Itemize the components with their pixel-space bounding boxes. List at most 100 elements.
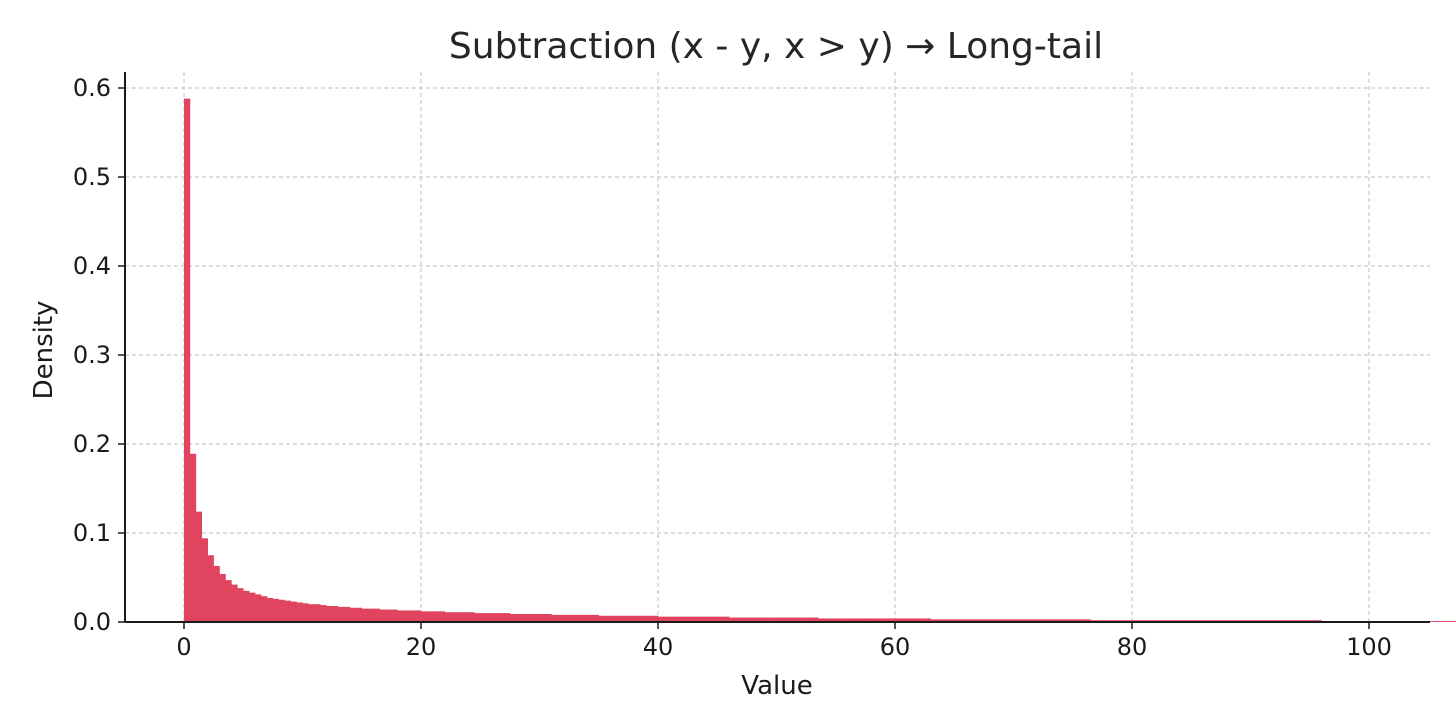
histogram-bar [563,614,570,622]
histogram-bar [758,617,765,622]
histogram-bar [942,619,949,622]
histogram-bar [1019,619,1026,622]
histogram-bar [752,617,760,622]
histogram-bar [829,618,837,622]
histogram-bar [320,605,327,622]
histogram-bar [1049,619,1056,622]
histogram-bar [640,615,647,622]
histogram-bar [189,453,197,622]
histogram-bar [1440,621,1447,622]
histogram-bar [877,618,884,622]
histogram-bar [314,604,321,622]
histogram-bar [1066,619,1074,622]
histogram-bar [1007,619,1014,622]
histogram-bar [456,612,463,622]
histogram-bar [580,614,588,622]
histogram-bar [367,608,374,622]
histogram-bar [385,609,392,622]
histogram-bar [652,615,659,622]
histogram-bar [290,601,297,622]
histogram-bar [740,617,748,622]
histogram-bar [551,614,558,622]
histogram-bar [1072,619,1079,622]
histogram-bar [575,614,582,622]
histogram-bar [468,612,475,622]
histogram-bar [669,616,677,622]
x-tick-label: 40 [643,633,674,661]
histogram-bar [503,613,511,622]
histogram-bar [284,600,291,622]
histogram-bar [1031,619,1038,622]
histogram-bar [930,619,937,622]
histogram-bar [338,606,345,622]
histogram-bar [213,565,220,622]
histogram-bar [308,604,315,622]
histogram-bar [610,615,617,622]
histogram-bar [592,614,600,622]
histogram-bar [1013,619,1020,622]
histogram-bar [1054,619,1062,622]
histogram-bar [207,555,214,622]
x-ticks: 0 20 40 60 80 100 [176,622,1392,661]
histogram-bar [598,615,605,622]
histogram-bar [634,615,641,622]
histogram-bar [415,610,422,622]
x-tick-label: 100 [1346,633,1392,661]
histogram-bar [272,598,280,622]
histogram-bar [823,618,831,622]
histogram-bar [569,614,576,622]
y-tick-label: 0.5 [73,163,111,191]
histogram-bar [266,597,274,622]
histogram-bar [972,619,979,622]
chart-title: Subtraction (x - y, x > y) → Long-tail [449,26,1103,67]
histogram-bar [847,618,854,622]
histogram-bar [895,618,902,622]
histogram-bar [296,602,303,622]
histogram-bar [782,617,789,622]
histogram-bar [421,611,428,622]
histogram-bar [409,610,416,622]
histogram-bar [1451,621,1456,622]
histogram-bar [201,538,208,622]
y-tick-label: 0.0 [73,608,111,636]
histogram-bar [900,618,908,622]
histogram-bar [918,618,925,622]
histogram-bar [723,616,730,622]
histogram-bar [1043,619,1050,622]
histogram-bar [687,616,694,622]
histogram-bar [361,608,368,622]
histogram-bar [498,613,505,622]
histogram-bar [237,588,244,622]
histogram-bar [243,590,250,622]
histogram-bar [948,619,955,622]
histogram-bar [841,618,848,622]
histogram-bar [533,613,540,622]
histogram-bar [1001,619,1008,622]
histogram-bar [960,619,967,622]
x-tick-label: 20 [406,633,437,661]
histogram-bar [492,613,499,622]
y-tick-label: 0.4 [73,252,111,280]
y-tick-label: 0.1 [73,519,111,547]
histogram-bar [480,613,487,622]
histogram-bar [557,614,564,622]
histogram-bar [515,613,523,622]
histogram-bar [474,613,481,622]
histogram-bar [616,615,623,622]
histogram-bar [646,615,653,622]
histogram-bar [184,98,191,623]
histogram-bar [521,613,528,622]
x-tick-label: 0 [176,633,191,661]
histogram-bar [658,616,665,622]
histogram-bar [729,617,736,622]
histogram-bar [705,616,712,622]
histogram-bar [426,611,434,622]
histogram-bar [444,612,451,622]
y-axis-label: Density [29,301,59,400]
histogram-bar [770,617,777,622]
histogram-bar [195,511,203,622]
histogram-bar [1434,621,1441,622]
histogram-bar [355,607,363,622]
histogram-bar [302,603,309,622]
